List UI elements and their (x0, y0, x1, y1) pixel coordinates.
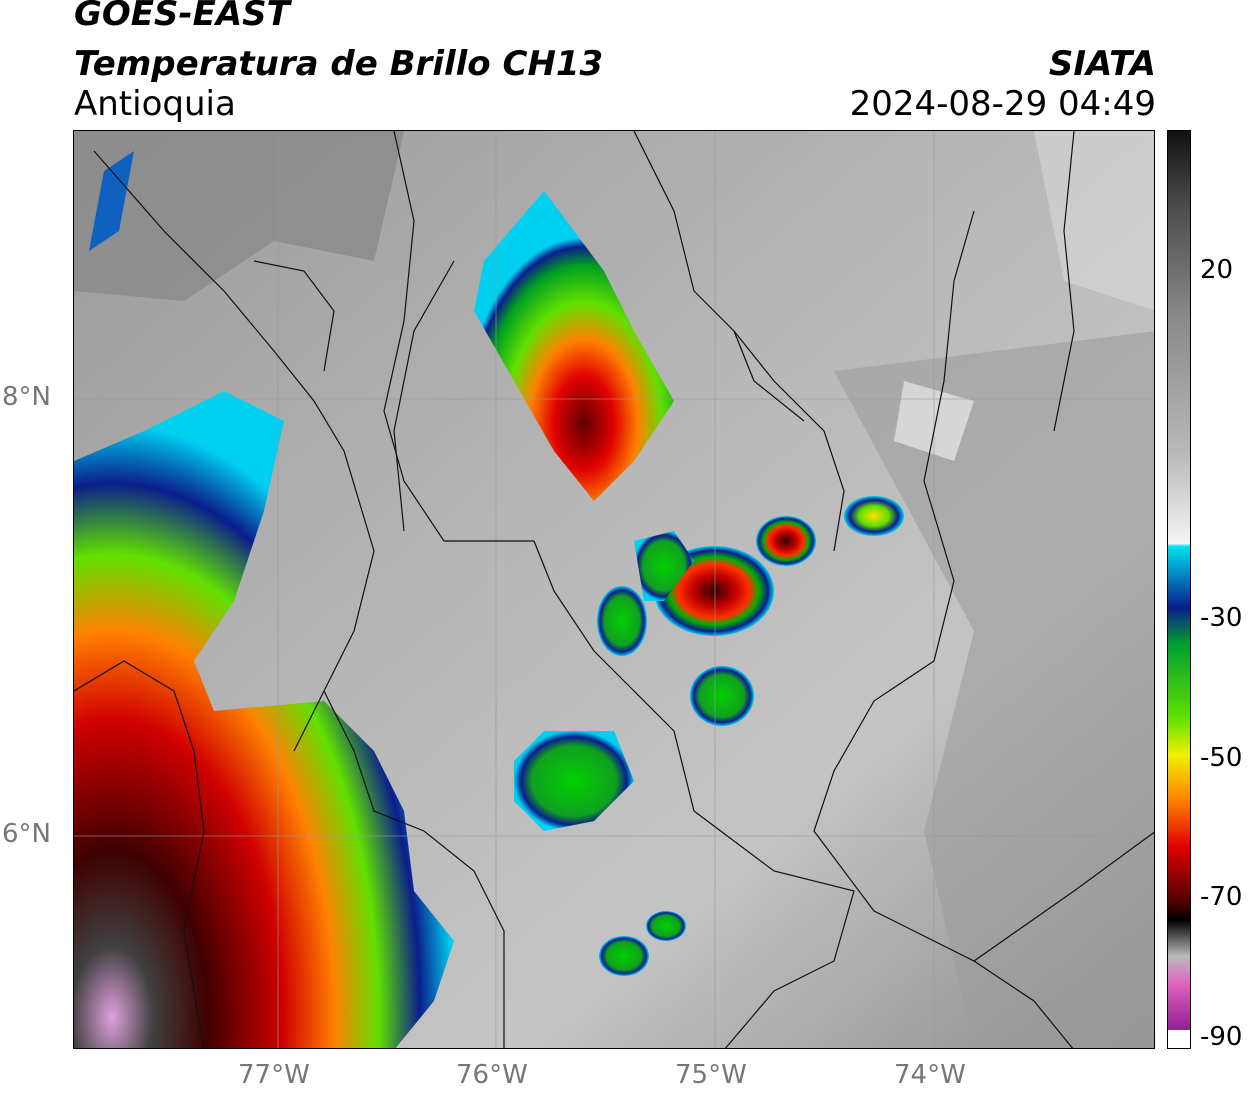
colorbar-tick: -90 (1200, 1022, 1243, 1052)
colorbar-tick: 20 (1200, 255, 1234, 285)
lat-tick: 6°N (2, 819, 51, 849)
colorbar-tick: -30 (1200, 603, 1243, 633)
colorbar-tick: -70 (1200, 882, 1243, 912)
lon-tick: 75°W (675, 1060, 747, 1090)
colorbar-scale (1167, 130, 1191, 1049)
lon-tick: 74°W (894, 1060, 966, 1090)
lon-tick: 77°W (238, 1060, 310, 1090)
organization-label: SIATA (1048, 44, 1156, 84)
colorbar (1167, 130, 1191, 1049)
colorbar-tick: -50 (1200, 743, 1243, 773)
region-label: Antioquia (74, 84, 236, 124)
lat-tick: 8°N (2, 382, 51, 412)
map-image (74, 131, 1154, 1048)
product-subtitle: Temperatura de Brillo CH13 (74, 44, 604, 84)
product-title: GOES-EAST (74, 0, 290, 34)
timestamp-label: 2024-08-29 04:49 (849, 84, 1156, 124)
lon-tick: 76°W (456, 1060, 528, 1090)
satellite-map (73, 130, 1155, 1049)
